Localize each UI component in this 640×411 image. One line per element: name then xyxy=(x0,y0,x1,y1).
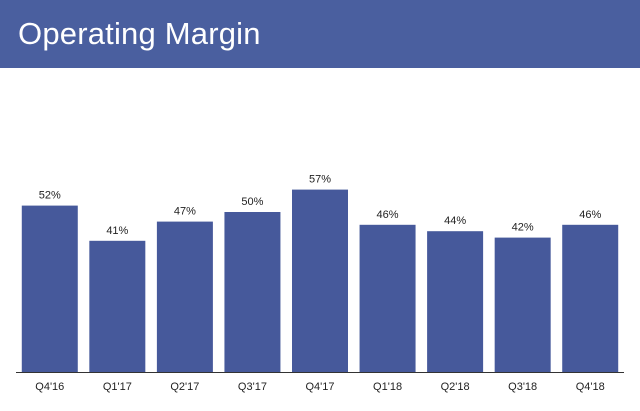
x-tick-label-q3-17: Q3'17 xyxy=(238,381,267,393)
data-label-q4-18: 46% xyxy=(579,209,601,221)
data-label-q3-18: 42% xyxy=(512,222,534,234)
x-tick-label-q2-17: Q2'17 xyxy=(170,381,199,393)
bar-q2-18 xyxy=(427,231,484,372)
bar-q3-17 xyxy=(224,212,281,372)
bar-q4-16 xyxy=(21,205,78,372)
bar-q2-17 xyxy=(156,221,213,372)
x-tick-label-q2-18: Q2'18 xyxy=(441,381,470,393)
bar-q1-17 xyxy=(89,240,146,372)
x-tick-label-q4-17: Q4'17 xyxy=(305,381,334,393)
data-label-q3-17: 50% xyxy=(241,196,263,208)
bar-q3-18 xyxy=(494,237,551,372)
x-tick-label-q4-18: Q4'18 xyxy=(576,381,605,393)
chart-title: Operating Margin xyxy=(18,16,261,51)
x-tick-label-q1-18: Q1'18 xyxy=(373,381,402,393)
bar-q1-18 xyxy=(359,224,416,372)
bar-q4-17 xyxy=(292,189,348,372)
data-label-q2-18: 44% xyxy=(444,215,466,227)
title-banner: Operating Margin xyxy=(0,0,640,68)
bar-q4-18 xyxy=(562,224,619,372)
data-label-q4-17: 57% xyxy=(309,174,331,186)
data-label-q2-17: 47% xyxy=(174,206,196,218)
data-label-q1-17: 41% xyxy=(106,225,128,237)
x-tick-label-q1-17: Q1'17 xyxy=(103,381,132,393)
data-label-q1-18: 46% xyxy=(377,209,399,221)
data-label-q4-16: 52% xyxy=(39,190,61,202)
x-tick-label-q3-18: Q3'18 xyxy=(508,381,537,393)
x-tick-label-q4-16: Q4'16 xyxy=(35,381,64,393)
